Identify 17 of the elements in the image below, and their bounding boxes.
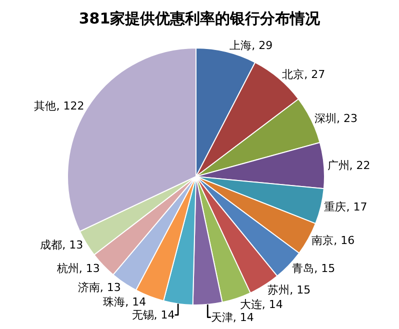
slice-label: 珠海, 14 [103,295,146,308]
slice-label: 上海, 29 [230,39,273,52]
slice-label: 大连, 14 [240,298,283,311]
slice-label: 深圳, 23 [314,112,358,125]
slice-label: 无锡, 14 [132,308,175,322]
slice-label: 青岛, 15 [292,262,336,275]
slice-label: 天津, 14 [210,310,254,324]
slice-label: 济南, 13 [78,280,121,294]
slice-label: 苏州, 15 [268,283,311,296]
slice-label: 南京, 16 [312,234,355,247]
slice-label: 广州, 22 [327,158,370,172]
slice-label: 其他, 122 [34,99,84,112]
chart-title: 381家提供优惠利率的银行分布情况 [78,10,322,28]
slice-label: 北京, 27 [282,68,326,81]
slice-label: 杭州, 13 [56,262,100,275]
slice-label: 重庆, 17 [324,200,368,214]
slice-label: 成都, 13 [40,238,84,252]
